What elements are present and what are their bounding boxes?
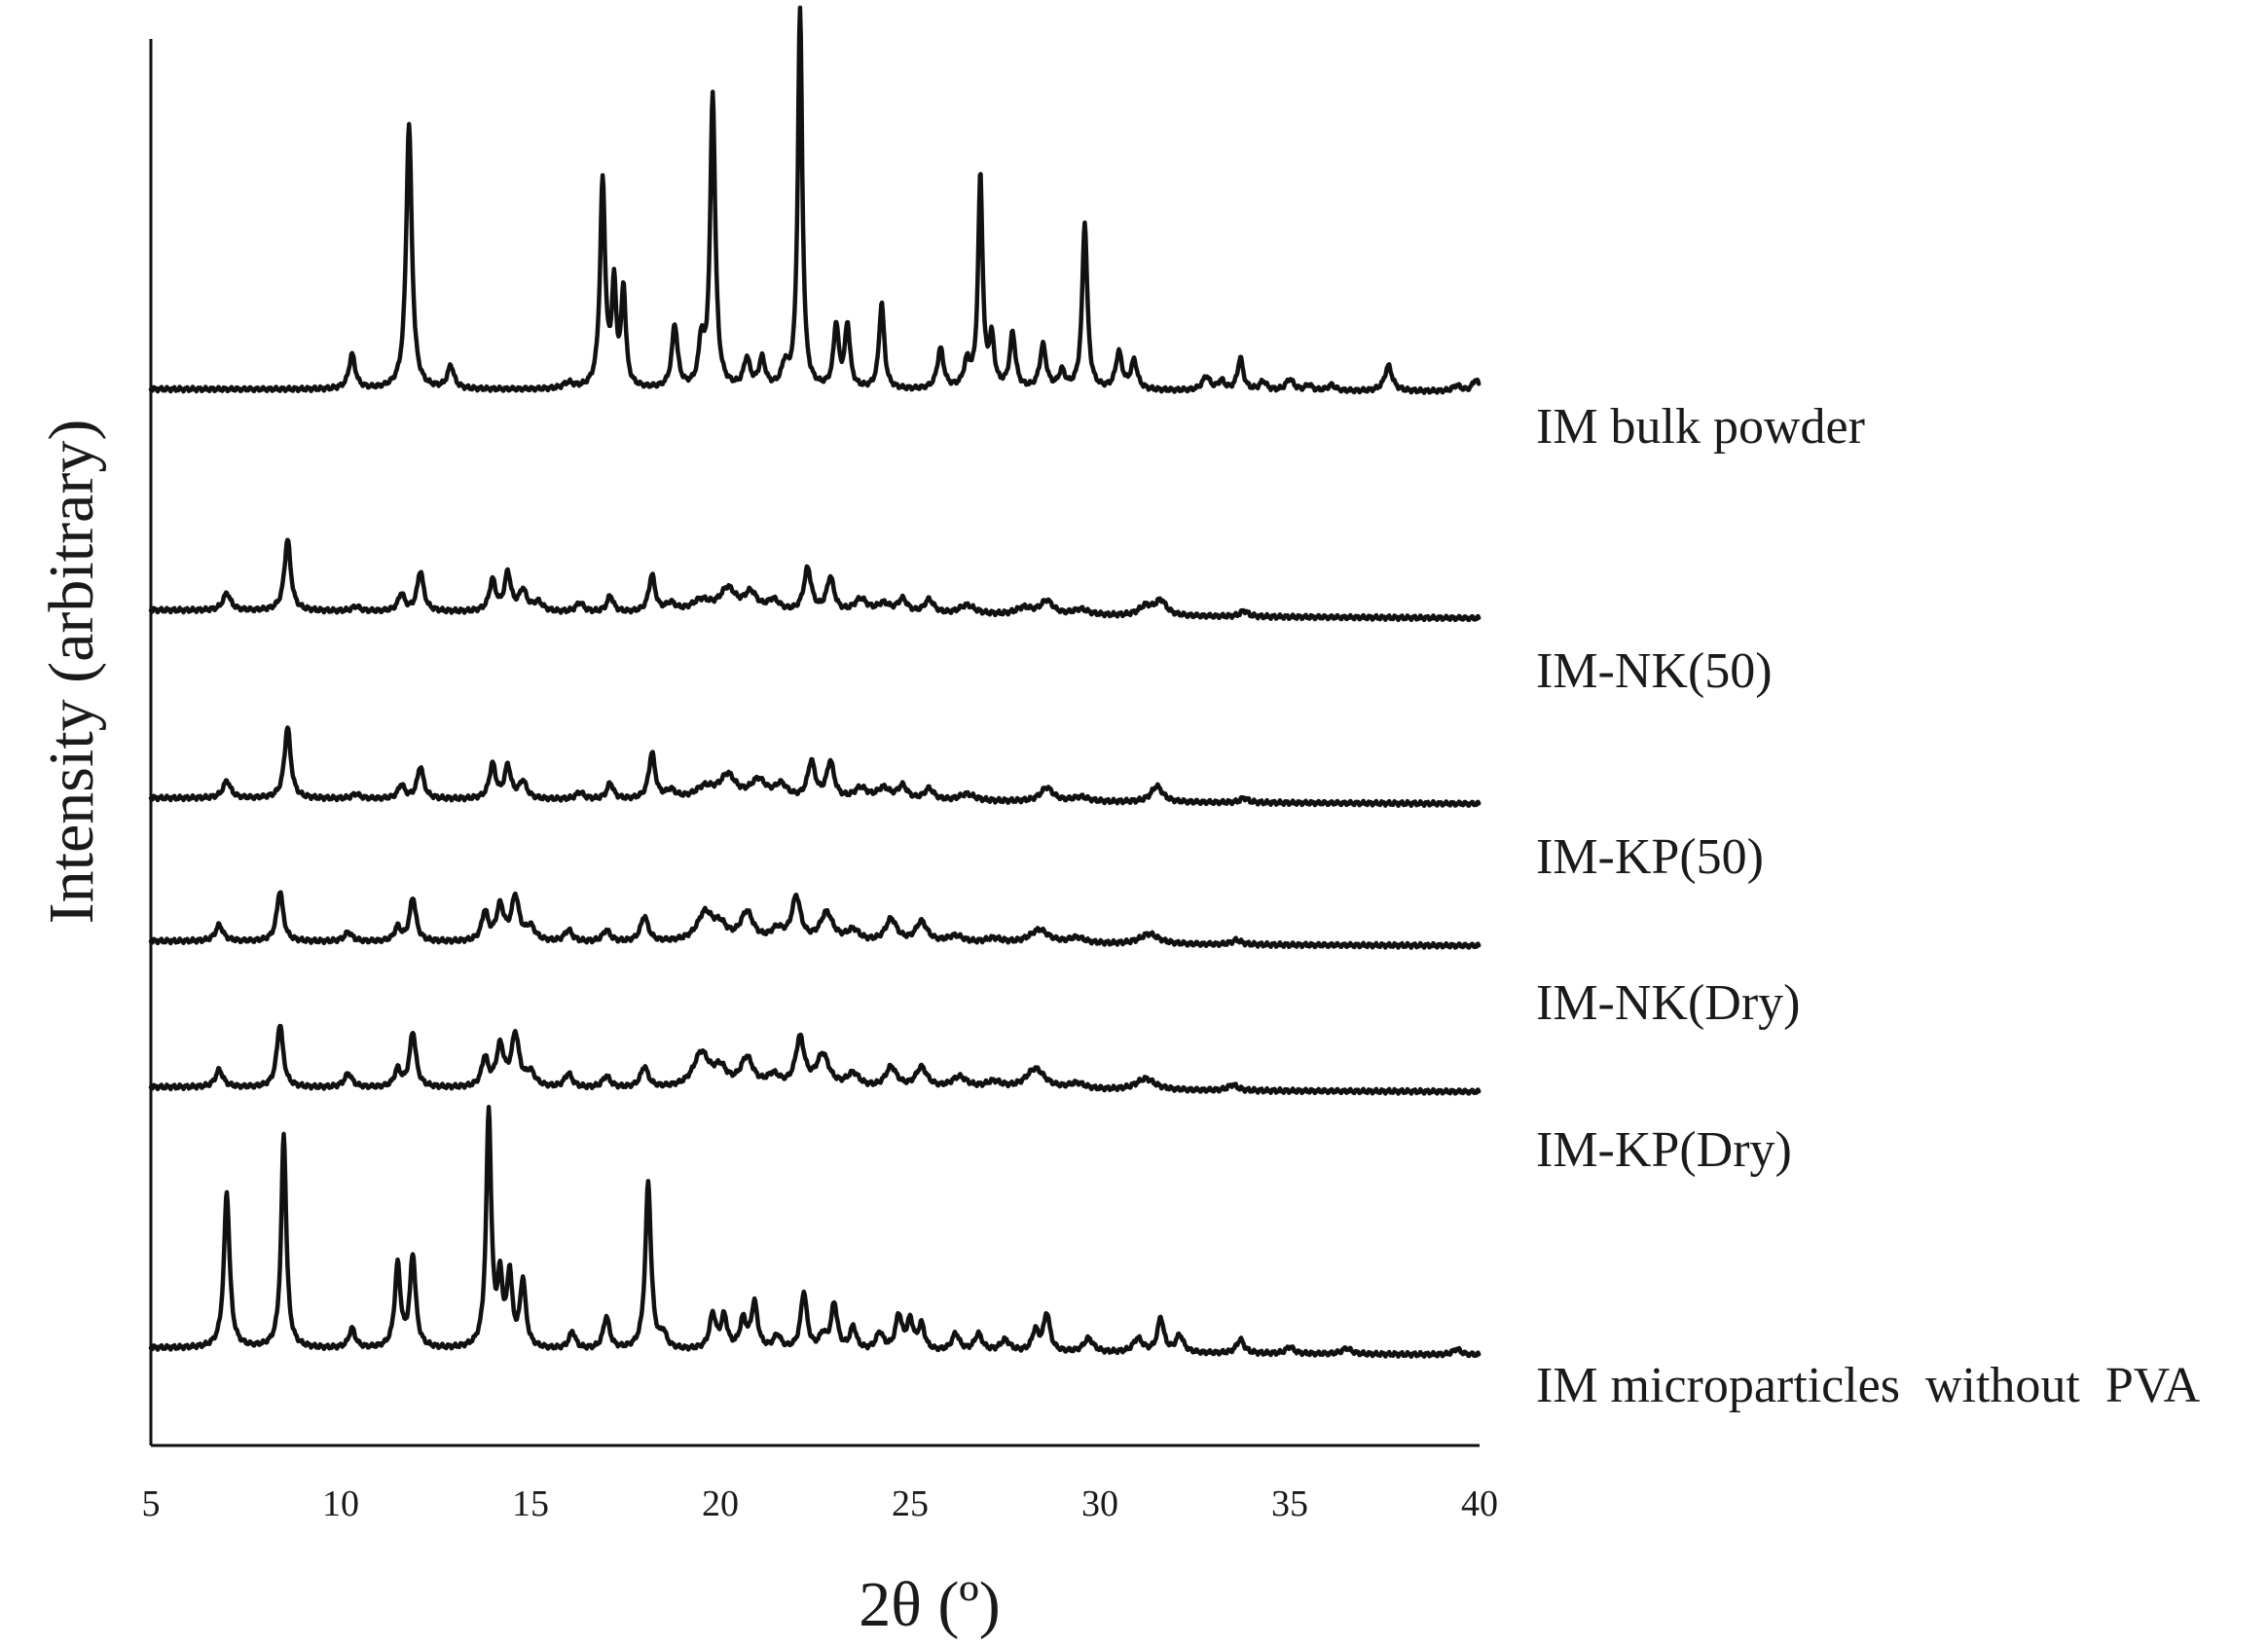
series-labels: IM bulk powder IM-NK(50) IM-KP(50) IM-NK(Dr… — [1536, 399, 2201, 1413]
x-tick-label: 30 — [1081, 1483, 1118, 1524]
x-tick-label: 20 — [702, 1483, 739, 1524]
x-axis-title: 2θ (º) — [859, 1569, 1001, 1640]
x-tick-labels: 5 10 15 20 25 30 35 40 — [142, 1483, 1499, 1524]
trace-3 — [148, 725, 1482, 808]
traces-group — [148, 5, 1482, 1359]
trace-5 — [148, 1023, 1482, 1096]
series-label-4: IM-NK(Dry) — [1536, 975, 1800, 1031]
trace-6 — [148, 1105, 1482, 1359]
x-tick-label: 40 — [1461, 1483, 1498, 1524]
x-tick-label: 15 — [512, 1483, 549, 1524]
x-tick-label: 10 — [322, 1483, 359, 1524]
series-label-3: IM-KP(50) — [1536, 829, 1764, 885]
trace-1 — [148, 5, 1482, 395]
trace-4 — [148, 890, 1482, 950]
series-label-6: IM microparticles without PVA — [1536, 1358, 2201, 1413]
x-tick-label: 35 — [1271, 1483, 1308, 1524]
x-tick-label: 5 — [142, 1483, 161, 1524]
x-tick-label: 25 — [892, 1483, 929, 1524]
series-label-2: IM-NK(50) — [1536, 643, 1773, 699]
series-label-1: IM bulk powder — [1536, 399, 1865, 455]
series-label-5: IM-KP(Dry) — [1536, 1122, 1792, 1178]
trace-2 — [148, 537, 1482, 623]
y-axis-title: Intensity (arbitrary) — [36, 420, 107, 925]
